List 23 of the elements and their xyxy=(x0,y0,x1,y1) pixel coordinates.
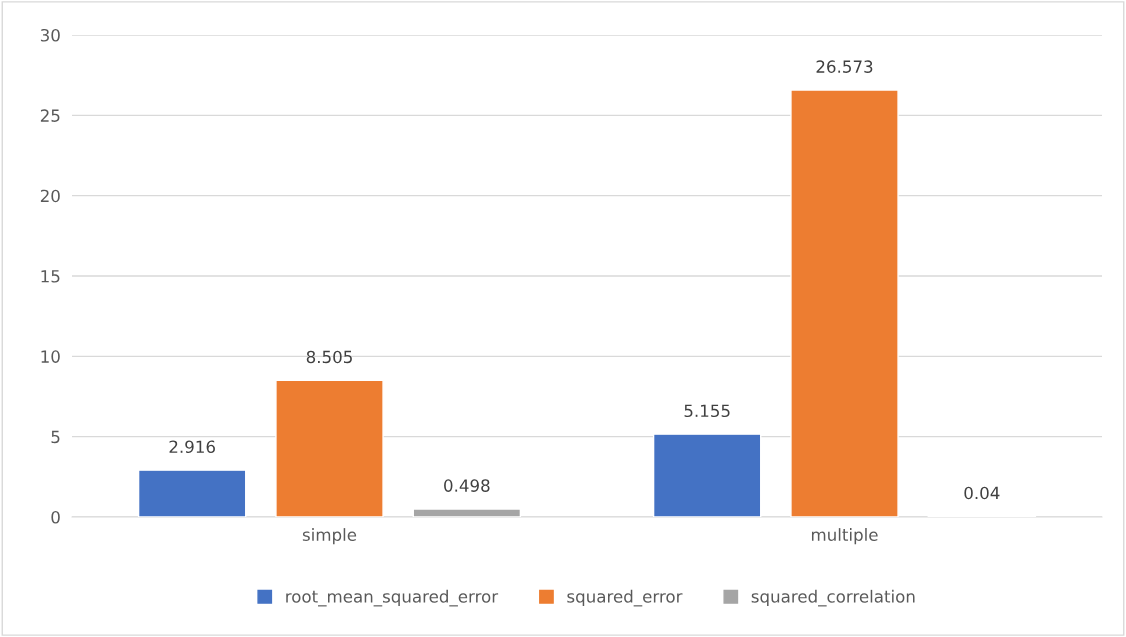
legend-label: squared_error xyxy=(567,589,683,607)
data-label: 2.916 xyxy=(169,440,215,454)
data-label: 0.04 xyxy=(964,486,1000,500)
data-label: 8.505 xyxy=(306,350,352,364)
y-tick-label: 0 xyxy=(51,510,60,524)
legend-label: root_mean_squared_error xyxy=(286,589,499,607)
y-tick-label: 10 xyxy=(41,350,60,363)
bar xyxy=(275,379,384,517)
data-label: 5.155 xyxy=(684,404,730,418)
bar xyxy=(412,508,522,517)
y-tick-label: 25 xyxy=(40,109,60,122)
x-tick-label: multiple xyxy=(811,528,878,545)
y-tick-label: 30 xyxy=(40,28,60,42)
bar xyxy=(790,89,899,517)
y-tick-label: 20 xyxy=(40,189,60,203)
legend-label: squared_correlation xyxy=(751,589,915,607)
y-tick-label: 5 xyxy=(51,430,60,444)
data-label: 0.498 xyxy=(444,479,490,492)
bar xyxy=(137,469,247,517)
data-label: 26.573 xyxy=(816,60,873,73)
bar xyxy=(652,433,762,517)
y-tick-label: 15 xyxy=(41,270,60,283)
x-tick-label: simple xyxy=(302,528,357,545)
